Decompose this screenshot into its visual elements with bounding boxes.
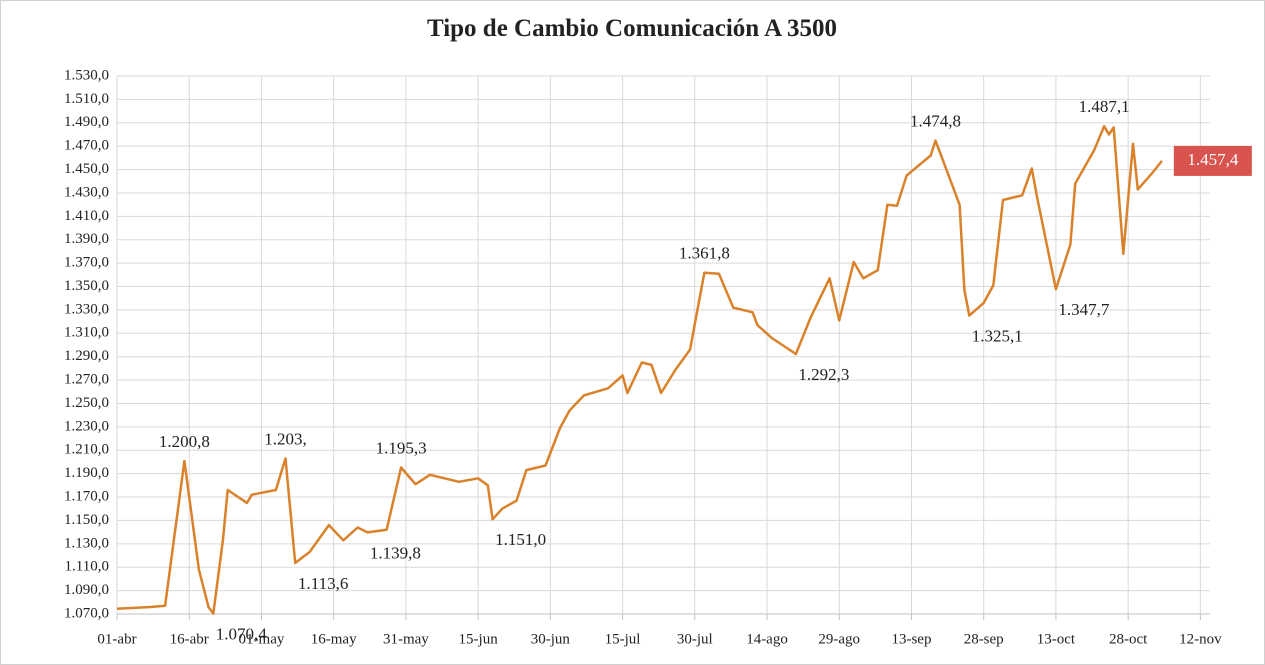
value-label: 1.487,1 — [1079, 97, 1130, 116]
y-tick-label: 1.370,0 — [64, 255, 109, 271]
x-tick-label: 29-ago — [818, 631, 860, 647]
y-tick-label: 1.330,0 — [64, 301, 109, 317]
x-tick-label: 28-oct — [1109, 631, 1148, 647]
chart-title: Tipo de Cambio Comunicación A 3500 — [427, 15, 837, 42]
y-tick-label: 1.190,0 — [64, 465, 109, 481]
x-tick-label: 13-sep — [891, 631, 931, 647]
value-label: 1.457,4 — [1187, 150, 1239, 169]
y-tick-label: 1.530,0 — [64, 67, 109, 83]
data-line — [116, 124, 1163, 615]
y-tick-label: 1.470,0 — [64, 138, 109, 154]
x-tick-label: 28-sep — [964, 631, 1004, 647]
y-tick-label: 1.110,0 — [65, 559, 109, 575]
y-tick-label: 1.350,0 — [64, 278, 109, 294]
value-label: 1.139,8 — [370, 543, 421, 562]
value-label: 1.474,8 — [910, 111, 961, 130]
y-tick-label: 1.390,0 — [64, 231, 109, 247]
x-tick-label: 16-may — [311, 631, 357, 647]
y-tick-label: 1.430,0 — [64, 184, 109, 200]
value-label: 1.361,8 — [679, 244, 730, 263]
value-label: 1.325,1 — [972, 327, 1023, 346]
x-tick-label: 30-jul — [677, 631, 713, 647]
x-tick-label: 14-ago — [746, 631, 788, 647]
x-tick-label: 12-nov — [1179, 631, 1222, 647]
y-tick-label: 1.290,0 — [64, 348, 109, 364]
y-tick-label: 1.210,0 — [64, 442, 109, 458]
x-tick-label: 30-jun — [531, 631, 571, 647]
y-tick-label: 1.150,0 — [64, 512, 109, 528]
value-label: 1.292,3 — [798, 365, 849, 384]
x-tick-label: 15-jun — [459, 631, 499, 647]
x-tick-label: 31-may — [383, 631, 429, 647]
value-label: 1.070,4 — [216, 624, 268, 643]
x-tick-label: 13-oct — [1037, 631, 1076, 647]
x-tick-label: 01-may — [239, 631, 285, 647]
value-label: 1.195,3 — [376, 438, 427, 457]
value-label: 1.151,0 — [495, 530, 546, 549]
y-tick-label: 1.250,0 — [64, 395, 109, 411]
x-tick-label: 01-abr — [97, 631, 136, 647]
y-tick-label: 1.450,0 — [64, 161, 109, 177]
x-tick-label: 16-abr — [170, 631, 209, 647]
y-tick-label: 1.410,0 — [64, 208, 109, 224]
value-label: 1.203, — [264, 429, 307, 448]
y-tick-label: 1.090,0 — [64, 582, 109, 598]
y-tick-label: 1.270,0 — [64, 372, 109, 388]
y-tick-label: 1.070,0 — [64, 605, 109, 621]
y-tick-label: 1.310,0 — [64, 325, 109, 341]
x-tick-label: 15-jul — [605, 631, 641, 647]
value-label: 1.200,8 — [159, 432, 210, 451]
y-tick-label: 1.490,0 — [64, 114, 109, 130]
value-label: 1.113,6 — [298, 574, 348, 593]
y-tick-label: 1.170,0 — [64, 488, 109, 504]
y-tick-label: 1.510,0 — [64, 91, 109, 107]
value-label-box — [1173, 145, 1252, 176]
y-tick-label: 1.130,0 — [64, 535, 109, 551]
value-label: 1.347,7 — [1058, 300, 1110, 319]
y-tick-label: 1.230,0 — [64, 418, 109, 434]
